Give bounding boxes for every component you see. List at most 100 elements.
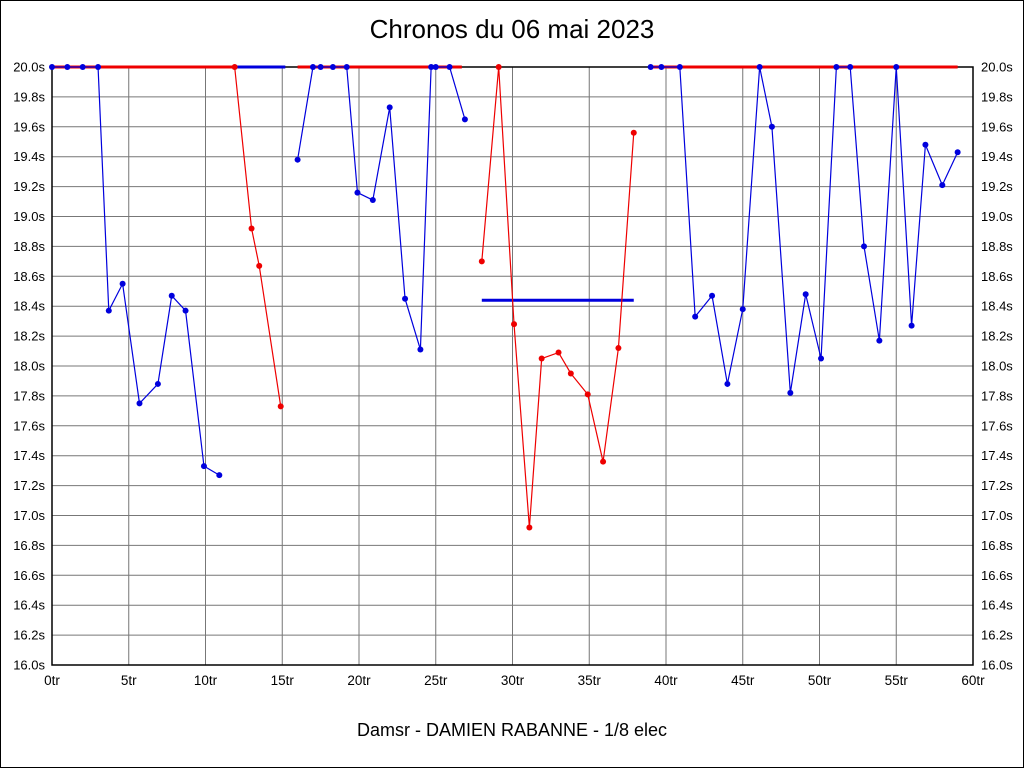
driver-blue-point	[446, 64, 453, 70]
driver-blue-point	[154, 380, 161, 387]
y-tick-label-right: 19.2s	[981, 179, 1013, 194]
y-tick-label-right: 16.8s	[981, 538, 1013, 553]
y-tick-label-left: 17.2s	[13, 478, 45, 493]
driver-red-point	[231, 64, 238, 70]
y-tick-label-left: 16.8s	[13, 538, 45, 553]
driver-blue-point	[658, 64, 665, 70]
driver-red-point	[538, 355, 545, 362]
driver-blue-point	[64, 64, 71, 70]
driver-blue-point	[768, 123, 775, 130]
y-tick-label-right: 16.4s	[981, 598, 1013, 613]
y-tick-label-left: 16.0s	[13, 658, 45, 673]
driver-blue-point	[861, 243, 868, 250]
driver-blue-point	[802, 291, 809, 298]
driver-blue-point	[461, 116, 468, 123]
y-tick-label-right: 19.4s	[981, 149, 1013, 164]
y-tick-label-right: 18.2s	[981, 329, 1013, 344]
y-tick-label-right: 17.4s	[981, 448, 1013, 463]
driver-blue-line	[297, 66, 466, 350]
y-tick-label-left: 17.8s	[13, 388, 45, 403]
x-tick-label: 60tr	[961, 673, 985, 688]
driver-red-line	[234, 66, 282, 407]
driver-blue-point	[847, 64, 854, 70]
x-tick-label: 35tr	[578, 673, 602, 688]
driver-red-point	[495, 64, 502, 70]
driver-blue-point	[49, 64, 55, 70]
y-tick-label-left: 16.2s	[13, 628, 45, 643]
driver-blue-point	[787, 389, 794, 396]
y-tick-label-left: 18.6s	[13, 269, 45, 284]
driver-blue-point	[309, 64, 316, 70]
y-tick-label-right: 18.0s	[981, 359, 1013, 374]
driver-blue-point	[354, 189, 361, 196]
driver-blue-line	[650, 66, 959, 394]
x-tick-label: 5tr	[121, 673, 137, 688]
driver-blue-point	[417, 346, 424, 353]
chart-caption: Damsr - DAMIEN RABANNE - 1/8 elec	[356, 720, 668, 740]
driver-red-point	[615, 345, 622, 352]
driver-blue-point	[329, 64, 336, 70]
y-tick-label-left: 17.6s	[13, 418, 45, 433]
y-tick-label-right: 19.8s	[981, 89, 1013, 104]
y-tick-label-left: 18.4s	[13, 299, 45, 314]
x-tick-label: 15tr	[271, 673, 295, 688]
y-tick-label-left: 16.6s	[13, 568, 45, 583]
driver-blue-point	[168, 292, 175, 299]
y-tick-label-right: 16.2s	[981, 628, 1013, 643]
driver-blue-point	[939, 182, 946, 189]
driver-blue-point	[294, 156, 301, 163]
driver-blue-point	[922, 141, 929, 148]
y-tick-label-left: 18.8s	[13, 239, 45, 254]
driver-blue-point	[402, 295, 409, 302]
y-tick-label-left: 19.0s	[13, 209, 45, 224]
driver-red-point	[630, 129, 637, 136]
driver-red-point	[526, 524, 533, 531]
x-tick-label: 25tr	[424, 673, 448, 688]
driver-red-point	[511, 321, 518, 328]
driver-blue-point	[119, 280, 126, 287]
driver-red-point	[277, 403, 284, 410]
y-tick-label-right: 19.6s	[981, 119, 1013, 134]
y-tick-label-right: 17.2s	[981, 478, 1013, 493]
y-tick-label-left: 17.4s	[13, 448, 45, 463]
y-tick-label-right: 17.8s	[981, 388, 1013, 403]
x-tick-label: 0tr	[44, 673, 60, 688]
y-tick-label-left: 17.0s	[13, 508, 45, 523]
y-tick-label-right: 16.6s	[981, 568, 1013, 583]
driver-blue-point	[676, 64, 683, 70]
y-tick-label-right: 17.6s	[981, 418, 1013, 433]
driver-red-point	[248, 225, 255, 232]
driver-blue-point	[95, 64, 102, 70]
x-tick-label: 20tr	[347, 673, 371, 688]
x-tick-label: 40tr	[654, 673, 678, 688]
driver-red-point	[600, 458, 607, 465]
driver-red-line	[481, 66, 635, 528]
driver-blue-point	[386, 104, 393, 111]
y-tick-label-right: 18.6s	[981, 269, 1013, 284]
driver-blue-point	[428, 64, 435, 70]
y-tick-label-right: 17.0s	[981, 508, 1013, 523]
y-tick-label-left: 19.4s	[13, 149, 45, 164]
driver-blue-point	[833, 64, 840, 70]
y-tick-label-right: 16.0s	[981, 658, 1013, 673]
driver-blue-point	[200, 463, 207, 470]
y-tick-label-right: 20.0s	[981, 60, 1013, 75]
driver-red-point	[478, 258, 485, 265]
y-tick-label-left: 18.2s	[13, 329, 45, 344]
driver-blue-point	[893, 64, 900, 70]
driver-blue-point	[876, 337, 883, 344]
driver-blue-point	[216, 472, 223, 479]
driver-blue-point	[317, 64, 324, 70]
driver-blue-point	[954, 149, 961, 156]
driver-blue-point	[692, 313, 699, 320]
y-tick-label-left: 19.8s	[13, 89, 45, 104]
x-tick-label: 55tr	[885, 673, 909, 688]
driver-blue-point	[182, 307, 189, 314]
driver-blue-point	[79, 64, 86, 70]
y-tick-label-left: 19.2s	[13, 179, 45, 194]
driver-blue-point	[105, 307, 112, 314]
driver-blue-point	[343, 64, 350, 70]
y-tick-label-right: 18.8s	[981, 239, 1013, 254]
